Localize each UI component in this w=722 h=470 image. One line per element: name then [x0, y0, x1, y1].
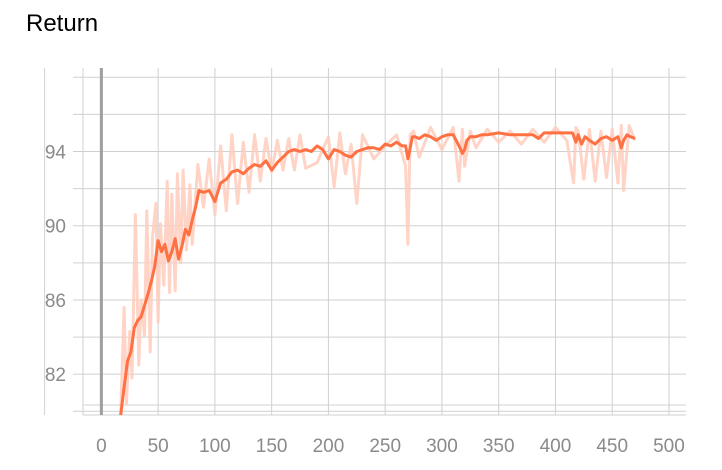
raw-series-layer: [119, 124, 637, 416]
x-tick-label: 500: [653, 436, 685, 457]
x-tick-label: 200: [313, 436, 345, 457]
smoothed-series-layer: [119, 131, 636, 416]
y-tick-label: 82: [45, 365, 66, 386]
grid-lines: [44, 68, 686, 415]
smoothed-series-line: [119, 131, 636, 416]
raw-series-line: [119, 124, 637, 416]
axis-frame: [82, 68, 686, 416]
chart-title: Return: [26, 10, 99, 37]
x-tick-label: 350: [483, 436, 515, 457]
y-tick-label: 90: [45, 217, 66, 238]
x-tick-label: 50: [148, 436, 169, 457]
x-tick-label: 150: [256, 436, 288, 457]
y-tick-label: 94: [45, 143, 67, 164]
x-tick-label: 250: [369, 436, 401, 457]
x-tick-label: 450: [596, 436, 628, 457]
x-tick-label: 300: [426, 436, 458, 457]
x-tick-label: 400: [540, 436, 572, 457]
x-tick-label: 100: [199, 436, 231, 457]
x-tick-label: 0: [96, 436, 107, 457]
y-tick-label: 86: [45, 291, 66, 312]
x-tick-labels: 0 50 100 150 200 250 300 350 400 450 500: [96, 436, 685, 457]
y-tick-labels: 82 86 90 94: [45, 143, 67, 387]
